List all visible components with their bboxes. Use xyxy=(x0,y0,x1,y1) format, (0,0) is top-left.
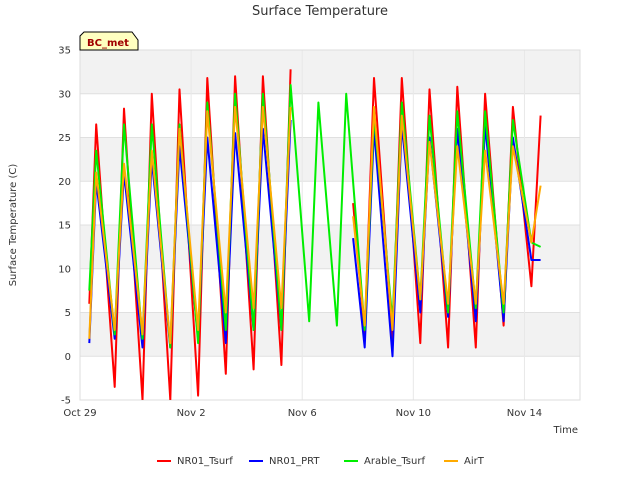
legend-label: Arable_Tsurf xyxy=(364,456,425,467)
x-tick-label: Oct 29 xyxy=(63,408,96,419)
background-band xyxy=(80,356,580,400)
background-band xyxy=(80,312,580,357)
background-band xyxy=(80,93,580,138)
x-tick-label: Nov 10 xyxy=(396,408,431,419)
legend-label: NR01_PRT xyxy=(269,456,320,467)
y-tick-label: 15 xyxy=(58,221,71,232)
y-tick-label: 0 xyxy=(65,352,71,363)
y-tick-label: 35 xyxy=(58,46,71,57)
y-axis-tick-labels: -5 0 5 10 15 20 25 30 35 xyxy=(58,46,71,407)
legend-label: AirT xyxy=(464,456,485,467)
chart-title: Surface Temperature xyxy=(252,4,388,19)
y-tick-label: 30 xyxy=(58,89,71,100)
y-tick-label: 5 xyxy=(65,308,71,319)
y-tick-label: 25 xyxy=(58,133,71,144)
y-tick-label: 10 xyxy=(58,264,71,275)
y-axis-title: Surface Temperature (C) xyxy=(8,164,19,287)
y-tick-label: -5 xyxy=(61,396,71,407)
x-tick-label: Nov 6 xyxy=(288,408,317,419)
y-tick-label: 20 xyxy=(58,177,71,188)
background-band xyxy=(80,181,580,225)
x-tick-label: Nov 14 xyxy=(507,408,542,419)
plot-area-border xyxy=(79,49,581,401)
site-badge-label: BC_met xyxy=(87,38,129,49)
site-badge: BC_met xyxy=(79,31,139,51)
site-badge-shape xyxy=(79,31,139,51)
legend-label: NR01_Tsurf xyxy=(177,456,233,467)
background-band xyxy=(80,50,580,94)
legend: NR01_Tsurf NR01_PRT Arable_Tsurf AirT xyxy=(157,456,485,467)
background-band xyxy=(80,137,580,182)
x-axis-title: Time xyxy=(553,425,578,436)
x-axis-tick-labels: Oct 29 Nov 2 Nov 6 Nov 10 Nov 14 xyxy=(63,408,542,419)
x-tick-label: Nov 2 xyxy=(177,408,206,419)
